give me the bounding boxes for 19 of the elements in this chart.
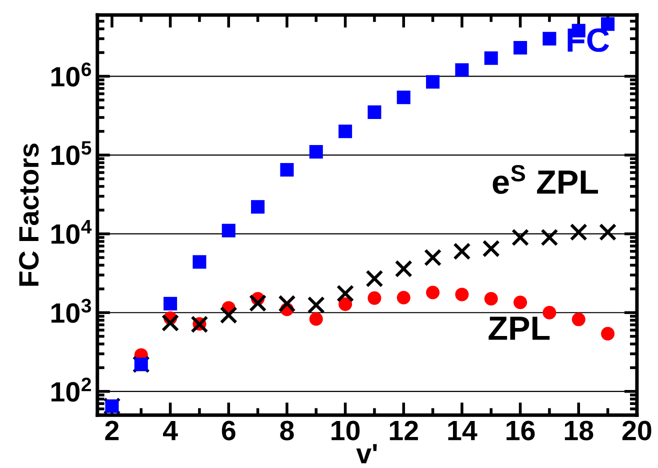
x-tick-label: 6: [222, 420, 236, 440]
y-tick-label: 10$^{4}$: [51, 220, 92, 244]
x-tick-label: 16: [506, 420, 535, 440]
y-tick-label: 10$^{5}$: [51, 141, 92, 166]
x-tick-label: 2: [105, 420, 119, 440]
y-tick-label: 10$^{3}$: [51, 298, 92, 323]
x-axis-title: v': [356, 444, 377, 464]
y-tick-label: 10$^{2}$: [51, 378, 91, 402]
x-tick-label: 18: [564, 420, 594, 440]
x-tick-label: 20: [622, 420, 652, 440]
x-tick-label: 4: [162, 420, 178, 440]
x-tick-label: 10: [332, 420, 360, 440]
x-tick-label: 14: [448, 420, 478, 440]
annotation: ZPL: [488, 316, 550, 340]
x-tick-label: 8: [280, 420, 294, 440]
x-tick-label: 12: [390, 420, 418, 440]
y-axis-title: FC Factors: [19, 144, 39, 286]
annotation: e$^{S}$ ZPL: [492, 164, 598, 194]
y-tick-label: 10$^{6}$: [51, 62, 92, 87]
